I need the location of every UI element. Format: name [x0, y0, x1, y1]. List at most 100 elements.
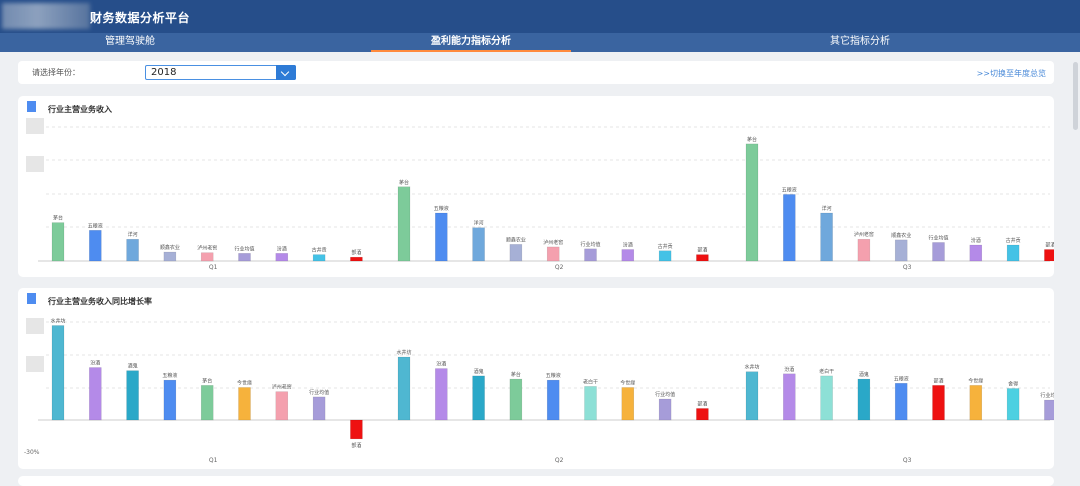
- bar: [51, 325, 65, 421]
- year-select-value: 2018: [151, 67, 177, 78]
- bar: [312, 396, 326, 421]
- bar: [1044, 399, 1054, 421]
- bar-label: 汾酒: [971, 237, 981, 244]
- bar-label: 汾酒: [436, 361, 446, 368]
- bar-label: 行业均值: [1040, 392, 1054, 399]
- bar: [621, 249, 635, 262]
- bar: [312, 254, 326, 262]
- bar: [89, 230, 102, 262]
- bar-label: 五粮液: [546, 372, 561, 379]
- app-title: 财务数据分析平台: [90, 11, 191, 25]
- bar: [894, 239, 908, 262]
- tab-management-cockpit[interactable]: 管理驾驶舱: [105, 36, 155, 47]
- x-tick-label: Q2: [555, 264, 564, 271]
- bar: [509, 378, 523, 421]
- bar-label: 舍得: [1008, 381, 1018, 388]
- bar: [857, 378, 871, 421]
- axis-placeholder: [26, 356, 44, 372]
- page-scrollbar[interactable]: [1071, 60, 1080, 483]
- bar: [163, 379, 177, 421]
- bar-label: 酒鬼: [128, 363, 138, 370]
- next-panel: [18, 476, 1054, 486]
- bar-label: 茅台: [202, 377, 212, 384]
- bar: [1044, 249, 1054, 262]
- bar: [894, 383, 908, 421]
- bar: [472, 227, 485, 262]
- bar: [350, 419, 363, 440]
- panel-marker-icon: [27, 293, 36, 304]
- bar-label: 茅台: [511, 371, 521, 378]
- bar-label: 行业均值: [234, 245, 254, 252]
- bar-label: 部酒: [1045, 241, 1054, 248]
- x-tick-label: Q1: [209, 457, 218, 464]
- chevron-down-icon[interactable]: [276, 65, 296, 80]
- bar-label: 汾酒: [90, 360, 100, 367]
- bar-label: 汾酒: [277, 245, 287, 252]
- bar: [200, 252, 214, 262]
- bar-label: 古井贡: [658, 243, 673, 250]
- bar: [658, 250, 672, 262]
- bar-label: 部酒: [697, 247, 707, 254]
- bar-label: 汾酒: [784, 366, 794, 373]
- growth-panel-title: 行业主营业务收入同比增长率: [48, 297, 152, 306]
- bar-label: 茅台: [53, 215, 63, 222]
- switch-annual-overview-link[interactable]: >>切换至年度总览: [976, 69, 1046, 78]
- bar-label: 泸州老窖: [854, 231, 874, 238]
- tab-profitability-analysis[interactable]: 盈利能力指标分析: [371, 33, 571, 52]
- bar: [621, 387, 635, 421]
- bar-label: 行业均值: [309, 389, 329, 396]
- bar-label: 部酒: [697, 400, 707, 407]
- bar-label: 洋河: [128, 231, 138, 238]
- bar: [238, 387, 251, 421]
- bar-label: 泸州老窖: [543, 239, 563, 246]
- bar: [745, 143, 759, 262]
- bar: [397, 356, 411, 421]
- bar-label: 今世缘: [620, 379, 635, 386]
- bar: [1006, 388, 1020, 421]
- bar: [969, 244, 983, 262]
- bar-label: 老白干: [583, 378, 598, 385]
- bar: [1006, 244, 1020, 262]
- bar-label: 行业均值: [928, 234, 948, 241]
- tab-other-indicators[interactable]: 其它指标分析: [830, 36, 890, 47]
- bar: [783, 194, 796, 262]
- bar: [89, 367, 102, 421]
- bar: [275, 253, 289, 262]
- bar: [51, 222, 65, 262]
- bar-label: 顺鑫农业: [506, 236, 526, 243]
- bar: [275, 391, 289, 421]
- bar: [200, 385, 214, 421]
- bar-label: 五粮液: [434, 205, 449, 212]
- bar: [546, 379, 560, 421]
- bar-label: 部酒: [351, 442, 361, 449]
- bar: [435, 368, 448, 421]
- x-tick-label: Q3: [903, 264, 912, 271]
- bar-label: 行业均值: [580, 241, 600, 248]
- bar: [509, 244, 523, 262]
- scrollbar-thumb[interactable]: [1073, 62, 1078, 130]
- bar-label: 古井贡: [312, 247, 327, 254]
- revenue-panel-title: 行业主营业务收入: [48, 105, 112, 114]
- bar: [820, 375, 833, 421]
- bar-label: 五粮液: [88, 222, 103, 229]
- bar: [857, 238, 871, 262]
- bar: [472, 375, 485, 421]
- bar-label: 行业均值: [655, 391, 675, 398]
- bar-label: 五粮液: [162, 372, 177, 379]
- bar-label: 今世缘: [237, 379, 252, 386]
- axis-placeholder: [26, 118, 44, 134]
- year-select[interactable]: 2018: [145, 65, 296, 80]
- bar: [126, 238, 139, 262]
- bar-label: 今世缘: [968, 377, 983, 384]
- bar-label: 古井贡: [1006, 237, 1021, 244]
- bar-label: 部酒: [351, 249, 361, 256]
- x-tick-label: Q1: [209, 264, 218, 271]
- bar: [238, 253, 251, 262]
- axis-placeholder: [26, 318, 44, 334]
- bar: [584, 386, 597, 421]
- bar: [546, 246, 560, 262]
- bar-label: 茅台: [747, 136, 757, 143]
- bar: [932, 385, 945, 421]
- bar-label: 水井坊: [50, 318, 65, 325]
